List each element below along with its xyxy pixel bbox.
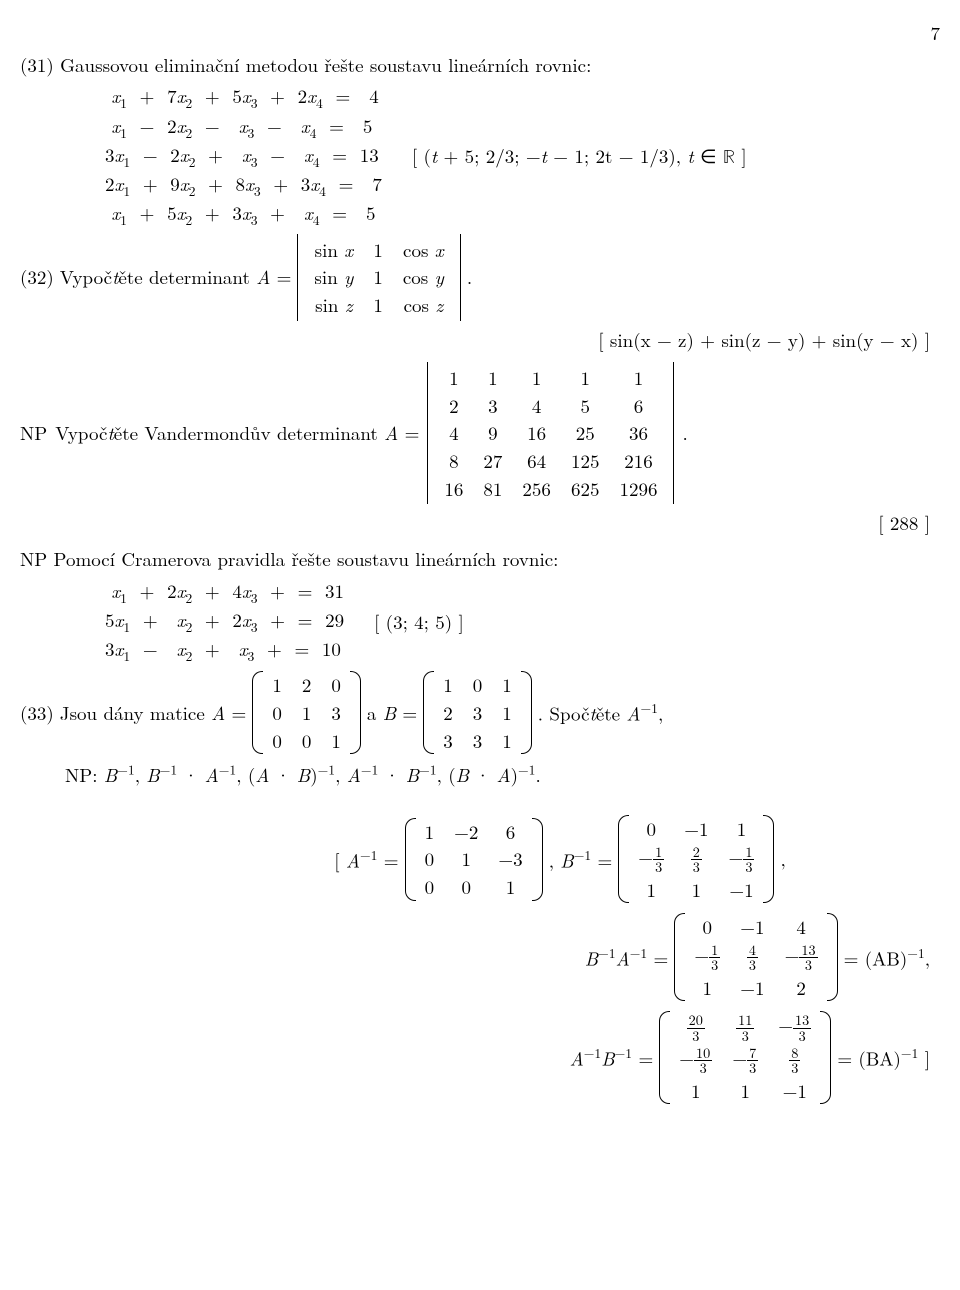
answer-line-1: [ A−1 = 1−2601−3001 , B−1 = 0−11−1323−13… [180, 815, 940, 903]
problem-31-text: Gaussovou eliminační metodou řešte soust… [60, 51, 591, 78]
np-vandermonde-text: Vypočtěte Vandermondův determinant A = [55, 420, 419, 446]
problem-33-text-before: Jsou dány matice A = [60, 700, 247, 726]
answer-line-3: A−1B−1 = 203113−133−103−738311−1 = (BA)−… [20, 1011, 930, 1104]
problem-33-matrix-b: 101231331 [423, 671, 532, 754]
answer-line2-rhs: = (AB)−1, [844, 944, 930, 971]
problem-32-determinant: sin x1cos xsin y1cos ysin z1cos z [297, 234, 460, 321]
answer-line2-lhs: B−1A−1 = [585, 944, 669, 971]
answer-comma: , [780, 846, 785, 872]
problem-32: (32) Vypočtěte determinant A = sin x1cos… [20, 234, 940, 321]
answer-open: [ A−1 = [334, 846, 398, 873]
np-cramer-system: x1 + 2x2 + 4x3 + = 31 5x1 + x2 + 2x3 + =… [105, 578, 344, 666]
problem-31-system: x1 + 7x2 + 5x3 + 2x4 = 4 x1 − 2x2 − x3 −… [105, 83, 382, 229]
answer-line3-rhs: = (BA)−1 ] [837, 1044, 930, 1071]
answer-line3-lhs: A−1B−1 = [570, 1044, 654, 1071]
answer-line-2: B−1A−1 = 0−14−1343−1331−12 = (AB)−1, [20, 913, 930, 1001]
np-cramer: NP Pomocí Cramerova pravidla řešte soust… [20, 546, 940, 572]
problem-31: (31) Gaussovou eliminační metodou řešte … [20, 52, 940, 78]
page-number: 7 [20, 20, 940, 46]
problem-33-np-line: NP: B−1, B−1 · A−1, (A · B)−1, A−1 · B−1… [65, 760, 940, 787]
problem-33-label: (33) [20, 700, 54, 726]
problem-31-label: (31) [20, 52, 54, 78]
np-vandermonde-determinant: 1111123456491625368276412521616812566251… [427, 362, 674, 504]
problem-32-answer: [ sin(x − z) + sin(z − y) + sin(y − x) ] [20, 327, 930, 353]
np-vandermonde-answer: [ 288 ] [20, 510, 930, 536]
np-vandermonde-period: . [682, 420, 687, 446]
np-cramer-label: NP [20, 546, 47, 572]
problem-33-text-mid: a B = [367, 700, 417, 726]
answer-ainvbinv-matrix: 203113−133−103−738311−1 [659, 1011, 831, 1104]
np-vandermonde: NP Vypočtěte Vandermondův determinant A … [20, 362, 940, 504]
np-cramer-answer: [ (3; 4; 5) ] [374, 609, 464, 635]
problem-31-system-row: x1 + 7x2 + 5x3 + 2x4 = 4 x1 − 2x2 − x3 −… [105, 83, 940, 229]
problem-32-label: (32) [20, 264, 54, 290]
problem-33: (33) Jsou dány matice A = 120013001 a B … [20, 671, 940, 754]
problem-32-period: . [467, 264, 472, 290]
answer-binv-matrix: 0−11−1323−1311−1 [618, 815, 774, 903]
np-cramer-text: Pomocí Cramerova pravidla řešte soustavu… [54, 545, 559, 572]
answer-sep1: , B−1 = [549, 846, 613, 873]
answer-binvainv-matrix: 0−14−1343−1331−12 [674, 913, 837, 1001]
np-vandermonde-label: NP [20, 420, 47, 446]
problem-31-answer: [ (t + 5; 2/3; −t − 1; 2t − 1/3), t ∈ ℝ … [412, 143, 747, 171]
problem-32-text: Vypočtěte determinant A = [60, 264, 292, 290]
answer-ainv-matrix: 1−2601−3001 [405, 818, 543, 901]
np-cramer-system-row: x1 + 2x2 + 4x3 + = 31 5x1 + x2 + 2x3 + =… [105, 578, 940, 666]
problem-33-matrix-a: 120013001 [252, 671, 361, 754]
problem-33-text-after: . Spočtěte A−1, [538, 699, 664, 726]
